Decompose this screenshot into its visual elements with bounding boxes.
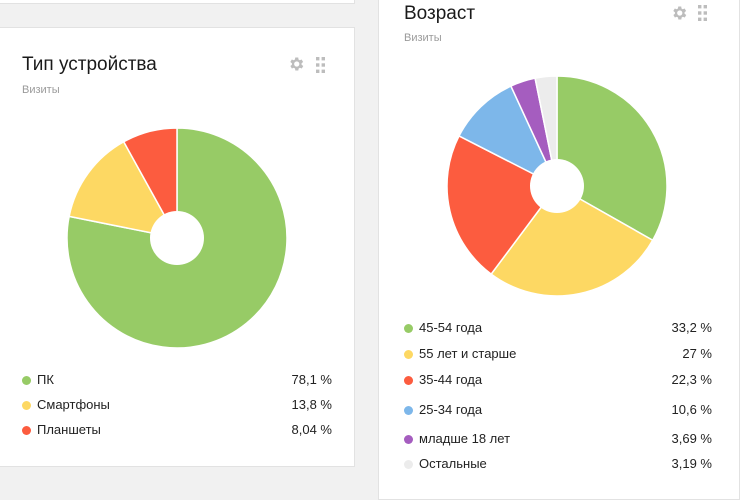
- legend-value: 33,2 %: [671, 320, 712, 335]
- legend-color-dot: [404, 435, 413, 444]
- legend-color-dot: [404, 460, 413, 469]
- legend-label: Планшеты: [37, 422, 101, 437]
- legend-label: ПК: [37, 372, 54, 387]
- age-widget: Возраст Визиты 45-54 года 33,2 % 55 лет и …: [378, 0, 740, 500]
- age-slice-1[interactable]: [556, 75, 668, 242]
- legend-label: Смартфоны: [37, 397, 110, 412]
- age-slice-2[interactable]: [490, 185, 654, 297]
- widget-subtitle: Визиты: [22, 84, 60, 96]
- age-legend-item[interactable]: 25-34 года 10,6 %: [404, 402, 712, 420]
- device-type-widget: Тип устройства Визиты ПК 78,1 % Смартфоны 1…: [0, 27, 355, 467]
- legend-color-dot: [22, 426, 31, 435]
- drag-handle-icon[interactable]: [698, 5, 707, 21]
- widget-subtitle: Визиты: [404, 32, 442, 44]
- legend-value: 10,6 %: [671, 402, 712, 417]
- donut-hole: [530, 159, 584, 213]
- age-slice-6[interactable]: [534, 75, 558, 187]
- legend-label: 45-54 года: [419, 320, 483, 335]
- gear-icon[interactable]: [287, 55, 305, 73]
- legend-color-dot: [404, 324, 413, 333]
- age-legend-item[interactable]: 35-44 года 22,3 %: [404, 372, 712, 390]
- legend-color-dot: [22, 401, 31, 410]
- widget-title: Возраст: [404, 3, 476, 24]
- device-type-donut-chart: [66, 127, 288, 349]
- legend-value: 3,19 %: [671, 456, 712, 471]
- widget-title: Тип устройства: [22, 54, 157, 75]
- device-slice-3[interactable]: [122, 127, 178, 241]
- legend-color-dot: [404, 406, 413, 415]
- previous-widget-card: [0, 0, 355, 4]
- donut-hole: [150, 211, 204, 265]
- device-legend-item[interactable]: ПК 78,1 %: [22, 372, 332, 390]
- legend-value: 13,8 %: [291, 397, 332, 412]
- legend-color-dot: [22, 376, 31, 385]
- gear-icon[interactable]: [670, 4, 688, 22]
- legend-value: 22,3 %: [671, 372, 712, 387]
- age-legend-item[interactable]: 55 лет и старше 27 %: [404, 346, 712, 364]
- age-legend-item[interactable]: 45-54 года 33,2 %: [404, 320, 712, 338]
- legend-color-dot: [404, 376, 413, 385]
- device-legend-item[interactable]: Планшеты 8,04 %: [22, 422, 332, 440]
- legend-value: 8,04 %: [291, 422, 332, 437]
- age-donut-chart: [446, 75, 668, 297]
- device-legend-item[interactable]: Смартфоны 13,8 %: [22, 397, 332, 415]
- age-slice-3[interactable]: [446, 134, 559, 276]
- legend-label: Остальные: [419, 456, 487, 471]
- legend-label: 25-34 года: [419, 402, 483, 417]
- legend-value: 78,1 %: [291, 372, 332, 387]
- age-legend-item[interactable]: младше 18 лет 3,69 %: [404, 431, 712, 449]
- legend-label: младше 18 лет: [419, 431, 511, 446]
- legend-label: 55 лет и старше: [419, 346, 517, 361]
- legend-color-dot: [404, 350, 413, 359]
- age-legend-item[interactable]: Остальные 3,19 %: [404, 456, 712, 474]
- age-slice-4[interactable]: [458, 85, 559, 188]
- drag-handle-icon[interactable]: [316, 57, 325, 73]
- legend-label: 35-44 года: [419, 372, 483, 387]
- device-slice-2[interactable]: [68, 140, 179, 240]
- legend-value: 3,69 %: [671, 431, 712, 446]
- legend-value: 27 %: [682, 346, 712, 361]
